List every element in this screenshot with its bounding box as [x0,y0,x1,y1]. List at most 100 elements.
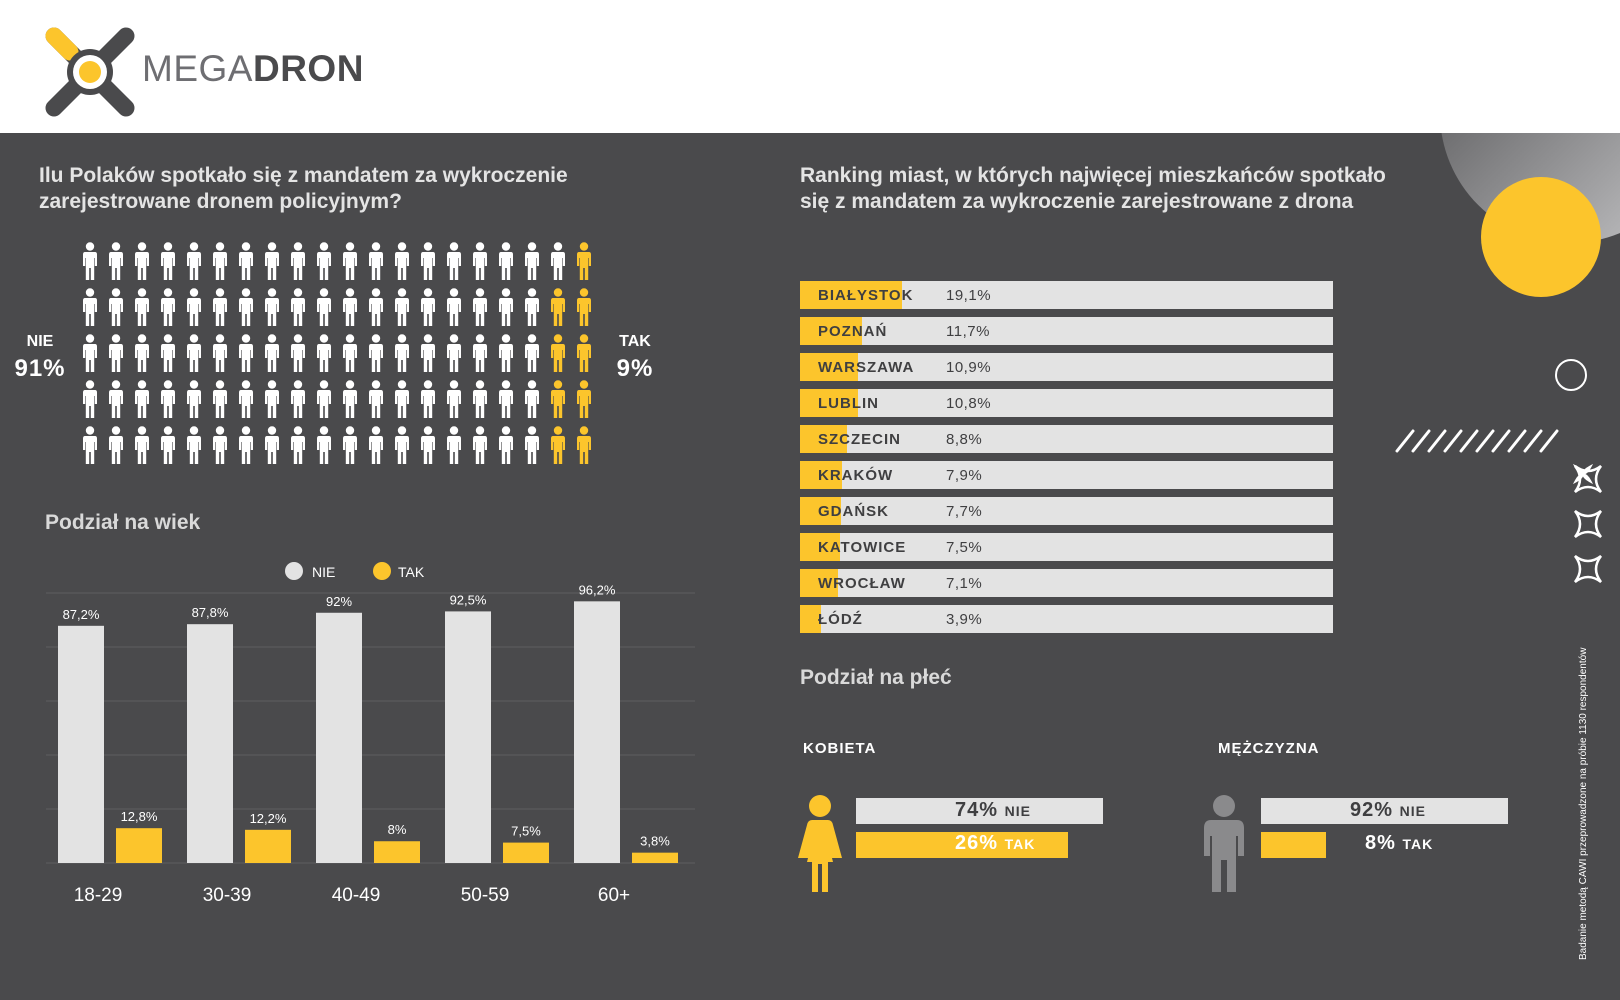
person-icon [473,288,487,326]
overall-title: Ilu Polaków spotkało się z mandatem za w… [39,163,739,215]
person-icon [291,242,305,280]
person-icon [265,288,279,326]
person-icon [135,380,149,418]
person-icon [265,242,279,280]
tick-label-30-39: 30-39 [203,885,252,906]
person-icon [317,426,331,464]
person-icon [161,426,175,464]
person-icon [161,334,175,372]
person-icon [525,242,539,280]
person-icon [421,426,435,464]
person-icon [83,426,97,464]
person-icon [187,242,201,280]
mezczyzna-label: MĘŻCZYZNA [1218,740,1320,757]
person-icon [213,242,227,280]
person-icon [291,380,305,418]
person-icon [369,426,383,464]
kobieta-tak-bar [856,832,1068,858]
person-icon [421,380,435,418]
person-icon [83,334,97,372]
overall-nie-pct: 91% [14,355,66,382]
person-icon [109,380,123,418]
ranking-title-line1: Ranking miast, w których najwięcej miesz… [800,164,1386,187]
person-icon [421,288,435,326]
person-icon [551,288,565,326]
person-icon [135,288,149,326]
ranking-row: POZNAŃ 11,7% [800,317,1333,345]
person-icon [239,426,253,464]
person-icon [577,334,591,372]
person-icon [161,380,175,418]
ranking-city-value: 7,9% [946,467,983,484]
ranking-title-line2: się z mandatem za wykroczenie zarejestro… [800,190,1354,213]
person-icon [83,242,97,280]
ranking-city-name: WARSZAWA [818,359,915,376]
kobieta-nie-bar [856,798,1103,824]
mezczyzna-tak-value: 8% TAK [1365,832,1433,855]
bar-tak-50-59 [503,842,549,863]
ranking-city-value: 10,9% [946,359,992,376]
overall-title-line1: Ilu Polaków spotkało się z mandatem za w… [39,164,568,187]
age-title: Podział na wiek [45,511,201,534]
person-icon [83,380,97,418]
ranking-city-value: 3,9% [946,611,983,628]
person-icon [265,380,279,418]
person-icon [291,334,305,372]
person-icon [447,288,461,326]
legend-nie-marker [285,562,303,580]
person-icon [395,242,409,280]
person-icon [499,380,513,418]
person-icon [83,288,97,326]
person-icon [551,242,565,280]
gender-title: Podział na płeć [800,666,952,689]
kobieta-tak-pct: 26% [955,832,999,854]
person-icon [525,334,539,372]
ranking-row: SZCZECIN 8,8% [800,425,1333,453]
person-icon [265,334,279,372]
bar-nie-50-59 [445,611,491,863]
person-icon [577,426,591,464]
mezczyzna-tak-bar [1261,832,1327,858]
ranking-city-name: KRAKÓW [818,467,894,484]
ranking-city-value: 8,8% [946,431,983,448]
age-bars: 87,2% 12,8% 18-29 87,8% 12,2% 30-39 92% 8% 40-49… [58,582,678,906]
person-icon [213,426,227,464]
person-icon [109,242,123,280]
ranking-city-value: 19,1% [946,287,992,304]
ranking-city-value: 11,7% [946,323,990,340]
ranking-bar [800,605,821,633]
mezczyzna-nie-value: 92% NIE [1350,799,1426,822]
megadron-logo-icon [45,27,135,117]
person-icon [577,288,591,326]
bar-nie-40-49 [316,612,362,863]
bar-label-nie-50-59: 92,5% [450,592,487,607]
woman-icon [798,795,842,892]
bar-label-nie-60+: 96,2% [579,582,616,597]
person-icon [317,288,331,326]
ranking-city-name: ŁÓDŹ [818,611,863,628]
person-icon [551,334,565,372]
person-icon [213,380,227,418]
ranking-bar [800,281,902,309]
ranking-city-value: 7,1% [946,575,983,592]
person-icon [187,334,201,372]
age-legend: NIE TAK [285,562,425,580]
ranking-bar [800,569,838,597]
overall-tak-label: TAK [619,333,651,350]
tick-label-40-49: 40-49 [332,885,381,906]
person-icon [291,288,305,326]
person-icon [317,380,331,418]
footnote: Badanie metodą CAWI przeprowadzone na pr… [1578,647,1589,960]
person-icon [525,380,539,418]
infographic-body: Ilu Polaków spotkało się z mandatem za w… [0,133,1620,1000]
legend-nie-label: NIE [312,564,335,580]
person-icon [187,426,201,464]
kobieta-nie-label: NIE [1004,803,1031,819]
kobieta-tak-value: 26% TAK [955,832,1035,855]
ranking-city-name: POZNAŃ [818,323,888,340]
mezczyzna-nie-pct: 92% [1350,799,1394,821]
person-icon [291,426,305,464]
overall-nie-label: NIE [26,333,54,350]
age-chart: NIE TAK 87,2% 12,8% 18-29 87,8% 12,2% 30-39 92… [46,562,695,906]
person-icon [447,426,461,464]
